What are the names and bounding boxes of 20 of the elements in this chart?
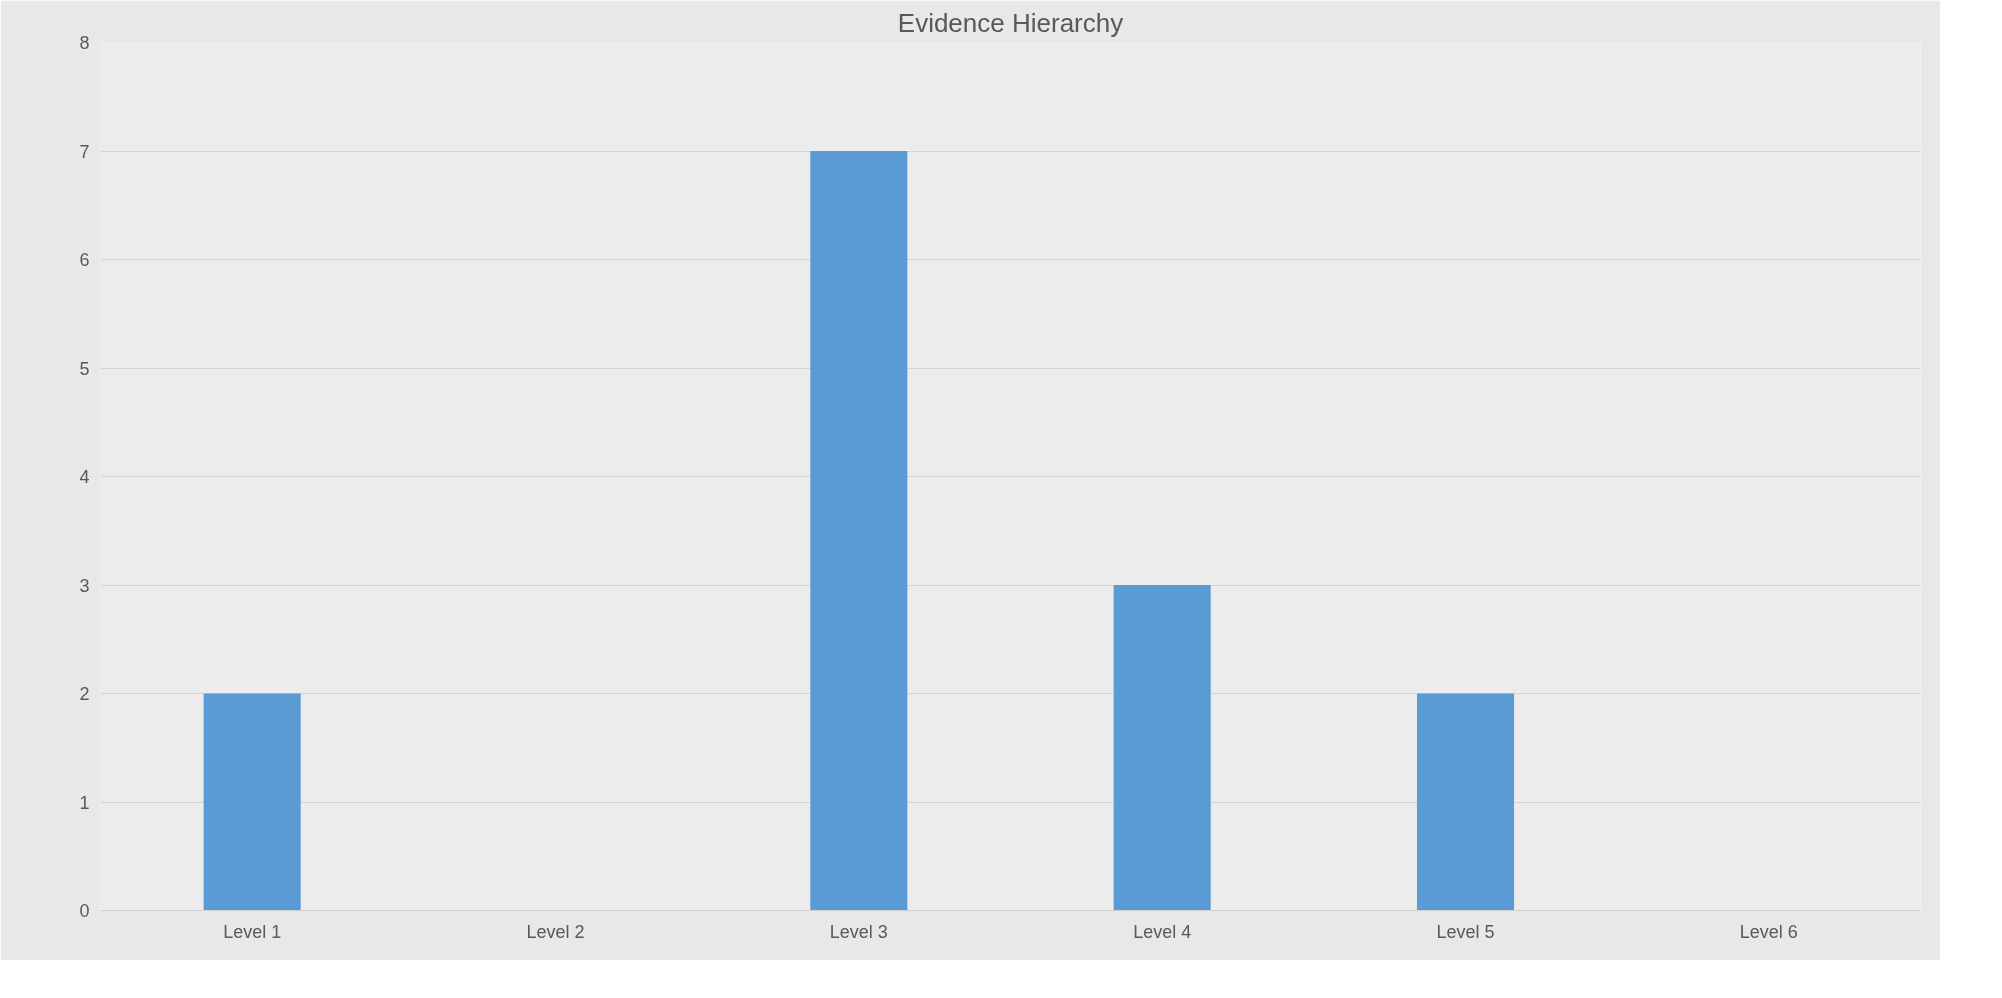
x-tick-label: Level 4 xyxy=(1133,921,1192,942)
bar xyxy=(203,693,301,911)
y-tick-label: 1 xyxy=(79,792,90,813)
bar xyxy=(1113,585,1211,911)
y-tick-label: 2 xyxy=(79,684,90,704)
chart-title: Evidence Hierarchy xyxy=(897,7,1124,38)
bar xyxy=(810,151,908,911)
y-tick-label: 6 xyxy=(79,250,90,270)
y-tick-label: 5 xyxy=(79,358,90,379)
y-tick-label: 4 xyxy=(79,467,90,487)
y-tick-label: 0 xyxy=(79,901,90,921)
y-tick-label: 3 xyxy=(79,575,90,596)
x-tick-label: Level 6 xyxy=(1739,921,1798,942)
bar xyxy=(1416,693,1515,911)
x-tick-label: Level 3 xyxy=(829,921,888,942)
y-tick-label: 8 xyxy=(79,33,90,53)
x-tick-label: Level 2 xyxy=(526,921,585,942)
y-tick-label: 7 xyxy=(79,141,90,162)
x-tick-label: Level 5 xyxy=(1436,921,1495,942)
x-tick-label: Level 1 xyxy=(223,921,282,942)
